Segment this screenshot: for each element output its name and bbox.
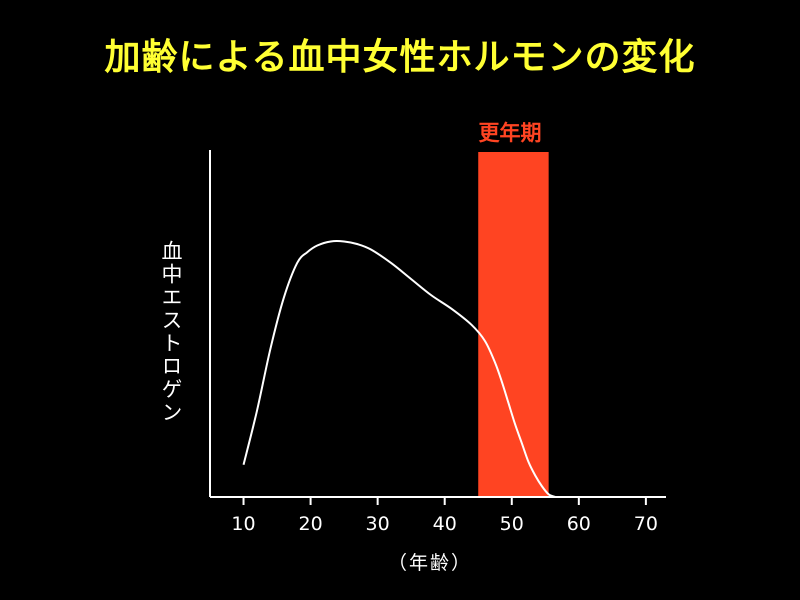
x-axis-label: （年齢） (387, 552, 472, 574)
x-tick-label: 40 (433, 513, 457, 535)
x-tick-labels: 10 20 30 40 50 60 70 (231, 513, 658, 535)
menopause-band (478, 152, 549, 497)
x-tick-label: 10 (231, 513, 255, 535)
y-axis-label: 血中エストロゲン (159, 240, 183, 424)
x-tick-label: 70 (634, 513, 658, 535)
x-tick-label: 60 (567, 513, 591, 535)
x-ticks (242, 497, 647, 505)
slide-title: 加齢による血中女性ホルモンの変化 (104, 37, 696, 78)
x-tick-label: 20 (298, 513, 322, 535)
x-tick-label: 30 (366, 513, 390, 535)
estrogen-curve (242, 240, 556, 498)
menopause-band-label: 更年期 (478, 121, 542, 145)
x-tick-label: 50 (500, 513, 524, 535)
